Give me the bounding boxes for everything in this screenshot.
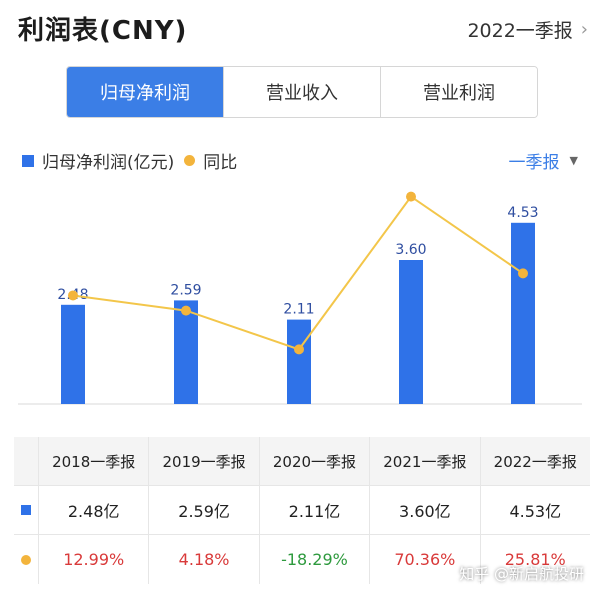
table-cell: -18.29% xyxy=(258,535,369,584)
bar-0 xyxy=(61,304,85,404)
column-header: 2020一季报 xyxy=(258,437,369,485)
table-cell: 25.81% xyxy=(479,535,590,584)
chevron-right-icon: › xyxy=(580,19,588,40)
legend-bar-label: 归母净利润(亿元) xyxy=(42,153,175,173)
header: 利润表(CNY) 2022一季报 › xyxy=(18,8,588,48)
table-cell: 70.36% xyxy=(369,535,479,584)
table-cell: 2.59亿 xyxy=(148,486,258,534)
bar-1 xyxy=(174,300,198,404)
watermark-text: 知乎 @新启航投研 xyxy=(459,565,584,583)
yoy-points xyxy=(68,191,528,355)
frequency-label: 一季报 xyxy=(508,153,560,173)
period-label: 2022一季报 xyxy=(467,20,573,42)
legend-line-label: 同比 xyxy=(203,153,238,173)
chart-legend: 归母净利润(亿元) 同比 xyxy=(22,148,237,173)
tab-operating-profit[interactable]: 营业利润 xyxy=(381,67,537,117)
line-legend-dot-icon xyxy=(184,155,196,166)
bar-value-label: 2.11 xyxy=(283,302,314,318)
tab-revenue[interactable]: 营业收入 xyxy=(224,67,381,117)
bar-4 xyxy=(511,222,535,404)
page-title: 利润表(CNY) xyxy=(18,16,188,46)
bar-value-label: 2.59 xyxy=(170,282,201,298)
yoy-point-4 xyxy=(518,268,528,279)
bar-value-label: 3.60 xyxy=(395,242,426,258)
row-marker xyxy=(14,535,38,584)
row-marker xyxy=(14,486,38,534)
yoy-point-1 xyxy=(181,305,191,316)
bar-series xyxy=(61,222,535,404)
metric-tabs: 归母净利润 营业收入 营业利润 xyxy=(66,66,538,118)
yoy-point-3 xyxy=(406,191,416,202)
column-header: 2022一季报 xyxy=(479,437,590,485)
bar-square-icon xyxy=(21,505,31,515)
yoy-point-2 xyxy=(294,344,304,355)
column-header: 2019一季报 xyxy=(148,437,258,485)
profit-chart: 2.482.592.113.604.53 xyxy=(18,191,582,405)
table-cell: 12.99% xyxy=(38,535,148,584)
table-cell: 3.60亿 xyxy=(369,486,479,534)
bar-value-label: 4.53 xyxy=(507,205,538,221)
bar-legend-square-icon xyxy=(22,154,34,167)
table-row-yoy: 12.99% 4.18% -18.29% 70.36% 25.81% xyxy=(14,535,590,584)
table-cell: 4.53亿 xyxy=(479,486,590,534)
data-table: 2018一季报 2019一季报 2020一季报 2021一季报 2022一季报 … xyxy=(14,437,590,585)
bar-3 xyxy=(399,260,423,404)
bar-2 xyxy=(287,319,311,404)
table-cell: 2.11亿 xyxy=(258,486,369,534)
table-cell: 4.18% xyxy=(148,535,258,584)
column-header: 2018一季报 xyxy=(38,437,148,485)
bar-labels: 2.482.592.113.604.53 xyxy=(57,205,538,318)
watermark: 知乎 @新启航投研 xyxy=(459,563,584,584)
table-corner xyxy=(14,437,38,485)
table-row-net-profit: 2.48亿 2.59亿 2.11亿 3.60亿 4.53亿 xyxy=(14,486,590,535)
period-selector[interactable]: 2022一季报 › xyxy=(467,16,588,43)
frequency-dropdown[interactable]: 一季报 ▼ xyxy=(509,148,578,173)
triangle-down-icon: ▼ xyxy=(569,154,578,167)
line-dot-icon xyxy=(21,554,31,565)
table-cell: 2.48亿 xyxy=(38,486,148,534)
table-header-row: 2018一季报 2019一季报 2020一季报 2021一季报 2022一季报 xyxy=(14,437,590,486)
tab-net-profit[interactable]: 归母净利润 xyxy=(67,67,224,117)
column-header: 2021一季报 xyxy=(369,437,479,485)
yoy-point-0 xyxy=(68,290,78,301)
